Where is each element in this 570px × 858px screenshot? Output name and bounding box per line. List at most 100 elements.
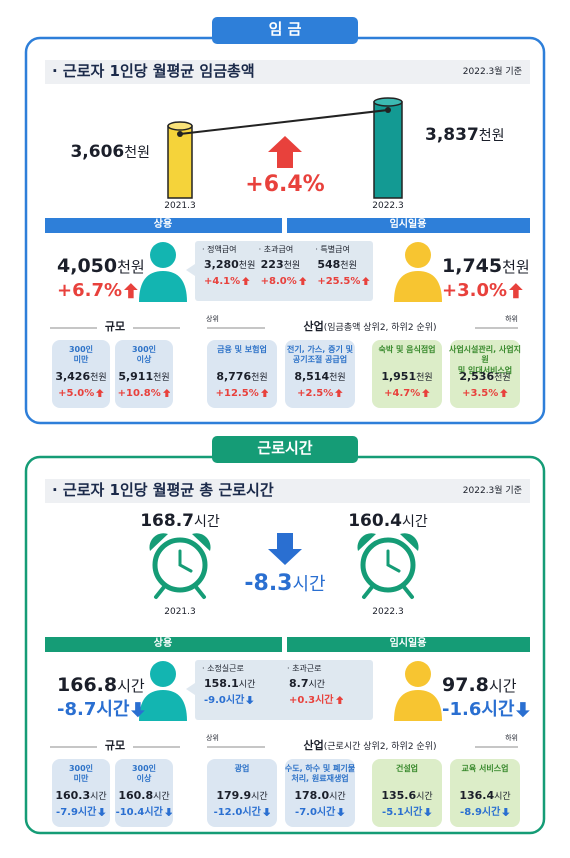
regular-change-text: -8.7시간 bbox=[57, 699, 130, 720]
card-value-unit: 천원 bbox=[494, 373, 511, 383]
card-value: 178.0시간 bbox=[283, 789, 357, 803]
regular-change: +6.7% bbox=[57, 280, 167, 302]
change-arrow bbox=[362, 276, 371, 286]
component-value-value: 3,280 bbox=[204, 258, 239, 271]
component-label: · 소정실근로 bbox=[202, 664, 287, 673]
component-change: +25.5% bbox=[317, 276, 374, 288]
component-value: 548천원 bbox=[317, 258, 374, 272]
arrow-shape bbox=[424, 807, 432, 817]
component-value: 158.1시간 bbox=[204, 677, 289, 691]
header-bar bbox=[45, 218, 282, 233]
curr-label: 2022.3 bbox=[358, 607, 418, 617]
regular-header: 상용 bbox=[103, 638, 223, 650]
component-label: · 특별급여 bbox=[315, 245, 372, 254]
change-block-arrow bbox=[268, 533, 302, 565]
temp-change-text: -1.6시간 bbox=[442, 699, 515, 720]
card-label: 교육 서비스업 bbox=[448, 764, 522, 774]
component-change-text: +25.5% bbox=[317, 276, 361, 287]
card-value-unit: 시간 bbox=[251, 792, 268, 802]
arrow-shape bbox=[260, 388, 269, 398]
card-value: 8,776천원 bbox=[205, 370, 279, 384]
arrow-shape bbox=[131, 702, 146, 718]
change-arrow bbox=[246, 695, 254, 705]
stat-card bbox=[450, 759, 520, 827]
industry-title-main: 산업 bbox=[303, 739, 324, 752]
industry-title: 산업(임금총액 상위2, 하위2 순위) bbox=[260, 320, 480, 334]
card-change-text: -8.9시간 bbox=[460, 807, 501, 818]
card-label: 건설업 bbox=[370, 764, 444, 774]
temp-header: 임시일용 bbox=[348, 219, 468, 231]
rank-bottom-text: 하위 bbox=[505, 315, 518, 323]
reference-date-text: 2022.3월 기준 bbox=[462, 67, 522, 77]
card-value: 179.9시간 bbox=[205, 789, 279, 803]
regular-value-unit: 천원 bbox=[117, 258, 145, 276]
component-value-value: 223 bbox=[260, 258, 284, 271]
change-arrow bbox=[260, 388, 269, 398]
curr-label-text: 2022.3 bbox=[372, 201, 404, 211]
card-label: 사업시설관리, 사업지원 및 임대서비스업 bbox=[448, 345, 522, 376]
component-value-value: 158.1 bbox=[204, 677, 239, 690]
section-title-text: · 근로자 1인당 월평균 총 근로시간 bbox=[52, 481, 274, 499]
change-arrow bbox=[298, 276, 307, 286]
title-bar bbox=[45, 60, 530, 84]
card-value-unit: 시간 bbox=[90, 792, 107, 802]
title-bar bbox=[45, 479, 530, 503]
total-change-value: -8.3 bbox=[244, 571, 293, 596]
curr-value-value: 160.4 bbox=[348, 511, 402, 531]
cylinder bbox=[167, 125, 193, 199]
bubble bbox=[195, 241, 373, 301]
person-head bbox=[405, 661, 431, 687]
bubble-tail bbox=[186, 683, 195, 695]
section-tab-label: 근로시간 bbox=[212, 439, 358, 457]
component-value: 3,280천원 bbox=[204, 258, 261, 272]
curr-label-text: 2022.3 bbox=[372, 607, 404, 617]
card-label-text: 광업 bbox=[234, 764, 250, 773]
bubble bbox=[195, 660, 373, 720]
arrow-shape bbox=[164, 807, 173, 817]
prev-value-unit: 시간 bbox=[194, 514, 220, 530]
change-arrow bbox=[96, 388, 104, 398]
arrow-shape bbox=[262, 807, 271, 817]
component-change-text: -9.0시간 bbox=[204, 695, 245, 706]
card-change-text: +5.0% bbox=[58, 388, 95, 399]
card-change: -8.9시간 bbox=[447, 807, 523, 819]
card-value-unit: 시간 bbox=[416, 792, 433, 802]
curr-value: 160.4시간 bbox=[328, 511, 448, 532]
component-change: +0.3시간 bbox=[289, 695, 374, 707]
component-value-unit: 시간 bbox=[238, 680, 256, 690]
card-label: 숙박 및 음식점업 bbox=[370, 345, 444, 355]
person-head bbox=[150, 242, 176, 268]
total-change-value: +6.4% bbox=[245, 172, 325, 197]
card-label-text: 건설업 bbox=[395, 764, 419, 773]
change-arrow bbox=[98, 807, 106, 817]
temp-change: -1.6시간 bbox=[442, 699, 542, 721]
header-bar bbox=[45, 637, 282, 652]
change-block-arrow bbox=[268, 136, 302, 168]
card-value-unit: 시간 bbox=[153, 792, 170, 802]
clock-leg bbox=[402, 585, 414, 599]
cylinder-top bbox=[373, 97, 403, 107]
person-body bbox=[394, 690, 442, 721]
change-arrow bbox=[422, 388, 430, 398]
component-label-text: · 초과급여 bbox=[258, 245, 294, 254]
section-title: · 근로자 1인당 월평균 임금총액 bbox=[52, 62, 432, 80]
arrow-shape bbox=[337, 807, 345, 817]
card-value-unit: 천원 bbox=[90, 373, 107, 383]
card-value: 3,426천원 bbox=[50, 370, 112, 384]
arrow-shape bbox=[362, 276, 371, 286]
component-value-unit: 천원 bbox=[283, 261, 301, 271]
card-change-text: +4.7% bbox=[384, 388, 421, 399]
prev-label: 2021.3 bbox=[150, 607, 210, 617]
component-value-value: 8.7 bbox=[289, 677, 309, 690]
card-value: 135.6시간 bbox=[370, 789, 444, 803]
trend-dot bbox=[385, 107, 391, 113]
card-change-text: +10.8% bbox=[117, 388, 161, 399]
person-head bbox=[405, 242, 431, 268]
card-label-text: 수도, 하수 및 폐기물 처리, 원료재생업 bbox=[284, 764, 356, 784]
total-change: -8.3시간 bbox=[205, 571, 365, 596]
regular-change: -8.7시간 bbox=[57, 699, 167, 721]
section-tab bbox=[212, 436, 358, 463]
section-tab-label: 임 금 bbox=[212, 20, 358, 38]
component-label: · 초과근로 bbox=[287, 664, 372, 673]
